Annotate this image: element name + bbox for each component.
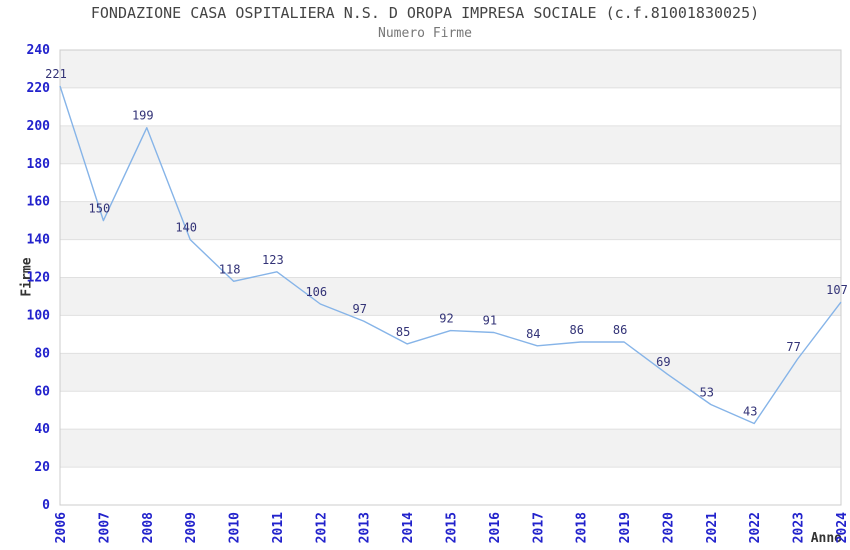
point-label: 150	[89, 202, 111, 216]
y-tick-label: 160	[27, 195, 51, 210]
point-label: 84	[526, 327, 540, 341]
plot-band	[60, 125, 841, 164]
x-tick-label: 2006	[54, 512, 69, 543]
x-tick-label: 2015	[445, 512, 460, 543]
point-label: 92	[439, 312, 453, 326]
plot-band	[60, 353, 841, 392]
x-tick-label: 2014	[401, 512, 416, 543]
point-label: 199	[132, 109, 154, 123]
point-label: 91	[483, 314, 497, 328]
chart-title: FONDAZIONE CASA OSPITALIERA N.S. D OROPA…	[90, 4, 760, 22]
chart-subtitle: Numero Firme	[378, 26, 472, 41]
y-tick-label: 20	[34, 460, 50, 475]
y-tick-label: 120	[27, 271, 51, 286]
x-axis-title: Anno	[810, 531, 842, 546]
x-tick-label: 2019	[618, 512, 633, 543]
y-tick-label: 100	[27, 308, 51, 323]
plot-band	[60, 201, 841, 240]
x-tick-label: 2008	[141, 512, 156, 543]
point-label: 140	[175, 221, 197, 235]
y-tick-label: 60	[34, 384, 50, 399]
y-tick-label: 240	[27, 43, 51, 58]
x-tick-label: 2018	[575, 512, 590, 543]
y-tick-label: 220	[27, 81, 51, 96]
x-tick-label: 2012	[314, 512, 329, 543]
point-label: 86	[613, 323, 627, 337]
y-tick-label: 0	[42, 498, 50, 513]
point-label: 69	[656, 355, 670, 369]
x-tick-label: 2024	[835, 512, 850, 543]
point-label: 43	[743, 405, 757, 419]
y-tick-label: 200	[27, 119, 51, 134]
point-label: 77	[786, 340, 800, 354]
x-tick-label: 2013	[358, 512, 373, 543]
point-label: 106	[305, 285, 327, 299]
plot-border	[59, 49, 842, 506]
x-tick-label: 2022	[748, 512, 763, 543]
point-label: 123	[262, 253, 284, 267]
plot-band	[60, 277, 841, 316]
point-label: 85	[396, 325, 410, 339]
x-tick-label: 2021	[705, 512, 720, 543]
point-label: 86	[569, 323, 583, 337]
plot-band	[60, 429, 841, 468]
point-label: 107	[826, 283, 848, 297]
data-line	[59, 85, 842, 425]
x-tick-label: 2023	[792, 512, 807, 543]
x-tick-label: 2017	[531, 512, 546, 543]
y-tick-label: 40	[34, 422, 50, 437]
point-label: 221	[45, 67, 67, 81]
x-tick-label: 2007	[97, 512, 112, 543]
x-tick-label: 2010	[228, 512, 243, 543]
y-tick-label: 140	[27, 233, 51, 248]
y-tick-label: 80	[34, 346, 50, 361]
x-tick-label: 2011	[271, 512, 286, 543]
point-label: 53	[700, 386, 714, 400]
plot-band	[60, 50, 841, 88]
x-tick-label: 2020	[661, 512, 676, 543]
y-tick-label: 180	[27, 157, 51, 172]
x-tick-label: 2016	[488, 512, 503, 543]
x-tick-label: 2009	[184, 512, 199, 543]
point-label: 97	[352, 302, 366, 316]
point-label: 118	[219, 262, 241, 276]
